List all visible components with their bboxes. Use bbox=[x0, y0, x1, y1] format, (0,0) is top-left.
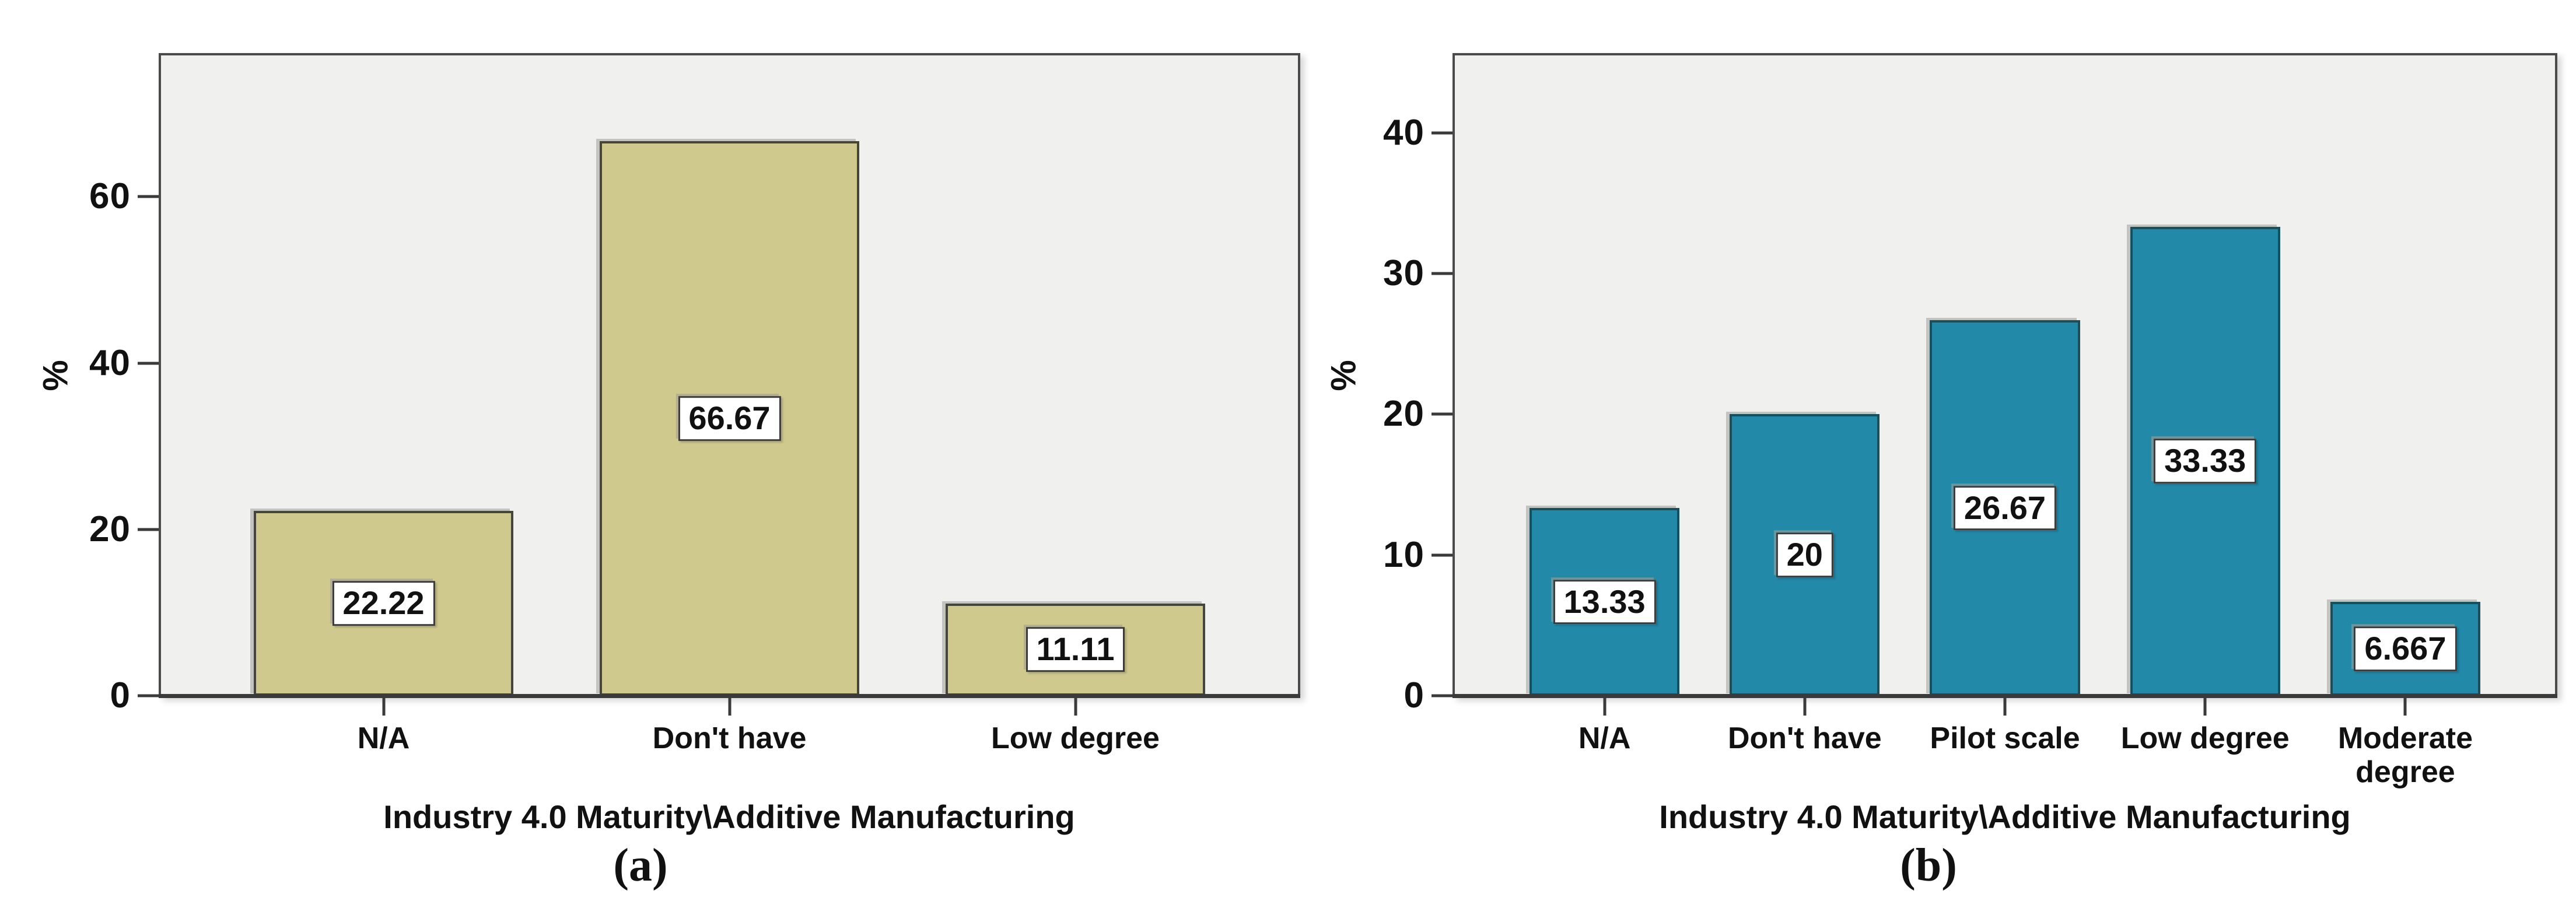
category-label: Don't have bbox=[652, 721, 807, 755]
x-axis-line bbox=[159, 694, 1300, 698]
y-tick-label: 0 bbox=[110, 675, 131, 716]
y-tick-mark bbox=[1432, 553, 1452, 557]
panel-a: % 0 20 40 60 22.22 66.67 11.11 N/A Don't have Lo… bbox=[36, 53, 1300, 891]
panel-b: % 0 10 20 30 40 13.33 20 26.67 33.33 6.667 N/A Don… bbox=[1288, 0, 2576, 901]
category-label: Pilot scale bbox=[1930, 721, 2080, 755]
bar-value-label: 11.11 bbox=[1026, 627, 1125, 672]
x-axis-line bbox=[1452, 694, 2557, 698]
x-tick-mark bbox=[2003, 698, 2007, 716]
plot-area-b: 0 10 20 30 40 13.33 20 26.67 33.33 6.667 bbox=[1383, 53, 2557, 716]
y-tick-mark bbox=[1432, 131, 1452, 135]
y-tick-label: 60 bbox=[89, 176, 131, 217]
y-tick-label: 0 bbox=[1404, 675, 1424, 716]
bar-value-label: 22.22 bbox=[332, 581, 435, 626]
x-tick-mark bbox=[1603, 698, 1606, 716]
category-labels-a: N/A Don't have Low degree bbox=[161, 721, 1298, 755]
x-tick-mark bbox=[2203, 698, 2207, 716]
y-tick-mark bbox=[1432, 412, 1452, 416]
subfigure-caption-b: (b) bbox=[1900, 840, 1957, 891]
y-tick-mark bbox=[138, 195, 159, 198]
y-tick-mark bbox=[1432, 272, 1452, 275]
x-tick-mark bbox=[1074, 698, 1077, 716]
category-label: Low degree bbox=[991, 721, 1160, 755]
y-tick-label: 40 bbox=[1383, 112, 1424, 153]
bar-value-label: 66.67 bbox=[678, 396, 781, 441]
category-label: Don't have bbox=[1727, 721, 1882, 755]
y-tick-mark bbox=[138, 528, 159, 531]
y-axis-title: % bbox=[36, 360, 75, 391]
x-axis-title: Industry 4.0 Maturity\Additive Manufactu… bbox=[1659, 798, 2351, 835]
y-tick-label: 10 bbox=[1383, 534, 1424, 575]
y-tick-mark bbox=[138, 694, 159, 697]
subfigure-caption-a: (a) bbox=[613, 840, 668, 891]
plot-area-a: 0 20 40 60 22.22 66.67 11.11 bbox=[89, 53, 1300, 716]
x-tick-mark bbox=[1803, 698, 1807, 716]
y-tick-mark bbox=[138, 362, 159, 365]
bar-value-label: 13.33 bbox=[1553, 579, 1656, 625]
category-label: Low degree bbox=[2120, 721, 2290, 755]
bar-value-label: 33.33 bbox=[2154, 439, 2257, 484]
y-tick-label: 30 bbox=[1383, 253, 1424, 294]
y-tick-mark bbox=[1432, 694, 1452, 697]
bar-value-label: 20 bbox=[1776, 532, 1833, 577]
y-tick-label: 40 bbox=[89, 342, 131, 383]
category-label: N/A bbox=[1578, 721, 1631, 755]
y-tick-label: 20 bbox=[1383, 394, 1424, 434]
y-axis-title: % bbox=[1324, 360, 1363, 391]
x-axis-title: Industry 4.0 Maturity\Additive Manufactu… bbox=[383, 798, 1075, 835]
x-tick-mark bbox=[382, 698, 385, 716]
x-tick-mark bbox=[2403, 698, 2407, 716]
bar-value-label: 6.667 bbox=[2354, 626, 2457, 671]
category-labels-b: N/A Don't have Pilot scale Low degree Modera… bbox=[1455, 721, 2555, 789]
bar-value-label: 26.67 bbox=[1953, 486, 2057, 531]
category-label: N/A bbox=[357, 721, 410, 755]
category-label: Moderate degree bbox=[2337, 721, 2473, 790]
x-tick-mark bbox=[728, 698, 731, 716]
y-tick-label: 20 bbox=[89, 509, 131, 549]
